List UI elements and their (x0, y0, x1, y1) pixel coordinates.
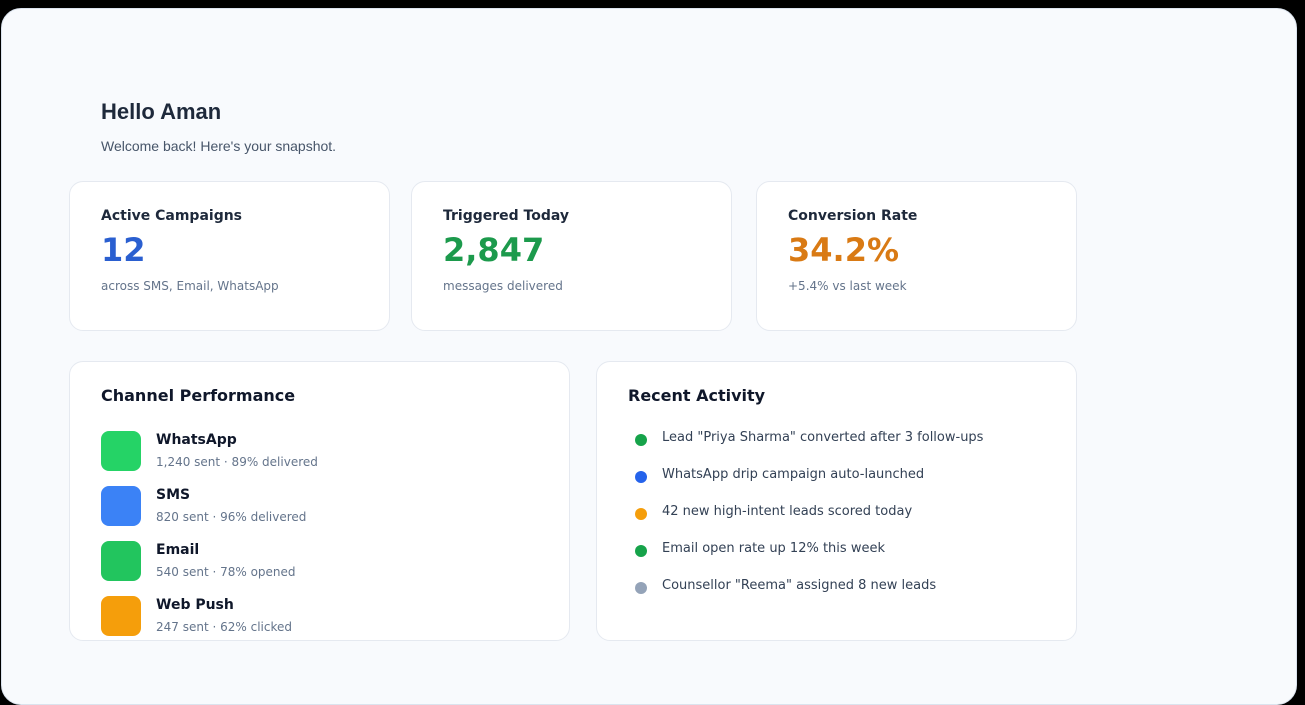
stat-label: Triggered Today (443, 208, 570, 224)
activity-text: 42 new high-intent leads scored today (662, 504, 913, 519)
activity-item[interactable]: Counsellor "Reema" assigned 8 new leads (635, 577, 1065, 597)
panel-title: Recent Activity (628, 386, 766, 405)
stat-label: Conversion Rate (788, 208, 918, 224)
channel-item-web-push[interactable]: Web Push 247 sent · 62% clicked (101, 596, 501, 638)
status-dot-icon (635, 582, 647, 594)
stat-value: 34.2% (788, 231, 900, 269)
recent-activity-panel: Recent Activity Lead "Priya Sharma" conv… (596, 361, 1077, 641)
stat-card-active-campaigns[interactable]: Active Campaigns 12 across SMS, Email, W… (69, 181, 390, 331)
channel-name: Web Push (156, 597, 234, 613)
status-dot-icon (635, 434, 647, 446)
channel-stats: 540 sent · 78% opened (156, 565, 296, 579)
channel-name: Email (156, 542, 200, 558)
dashboard-window: Hello Aman Welcome back! Here's your sna… (1, 8, 1297, 705)
activity-item[interactable]: Lead "Priya Sharma" converted after 3 fo… (635, 429, 1065, 449)
activity-text: Email open rate up 12% this week (662, 541, 885, 556)
activity-item[interactable]: 42 new high-intent leads scored today (635, 503, 1065, 523)
web-push-icon (101, 596, 141, 636)
activity-text: Counsellor "Reema" assigned 8 new leads (662, 578, 937, 593)
greeting-title: Hello Aman (101, 99, 222, 124)
channel-name: WhatsApp (156, 432, 237, 448)
channel-name: SMS (156, 487, 191, 503)
activity-item[interactable]: WhatsApp drip campaign auto-launched (635, 466, 1065, 486)
whatsapp-icon (101, 431, 141, 471)
stat-value: 2,847 (443, 231, 545, 269)
activity-item[interactable]: Email open rate up 12% this week (635, 540, 1065, 560)
channel-stats: 247 sent · 62% clicked (156, 620, 292, 634)
stat-caption: messages delivered (443, 279, 563, 293)
channel-item-sms[interactable]: SMS 820 sent · 96% delivered (101, 486, 501, 528)
channel-stats: 1,240 sent · 89% delivered (156, 455, 318, 469)
status-dot-icon (635, 471, 647, 483)
greeting-subtitle: Welcome back! Here's your snapshot. (101, 138, 337, 154)
channel-performance-panel: Channel Performance WhatsApp 1,240 sent … (69, 361, 570, 641)
stat-caption: +5.4% vs last week (788, 279, 907, 293)
email-icon (101, 541, 141, 581)
stat-card-conversion-rate[interactable]: Conversion Rate 34.2% +5.4% vs last week (756, 181, 1077, 331)
status-dot-icon (635, 508, 647, 520)
sms-icon (101, 486, 141, 526)
stat-value: 12 (101, 231, 146, 269)
stat-card-triggered-today[interactable]: Triggered Today 2,847 messages delivered (411, 181, 732, 331)
channel-item-whatsapp[interactable]: WhatsApp 1,240 sent · 89% delivered (101, 431, 501, 473)
stat-caption: across SMS, Email, WhatsApp (101, 279, 279, 293)
channel-stats: 820 sent · 96% delivered (156, 510, 307, 524)
activity-text: WhatsApp drip campaign auto-launched (662, 467, 925, 482)
stat-label: Active Campaigns (101, 208, 243, 224)
channel-item-email[interactable]: Email 540 sent · 78% opened (101, 541, 501, 583)
panel-title: Channel Performance (101, 386, 296, 405)
status-dot-icon (635, 545, 647, 557)
activity-text: Lead "Priya Sharma" converted after 3 fo… (662, 430, 984, 445)
